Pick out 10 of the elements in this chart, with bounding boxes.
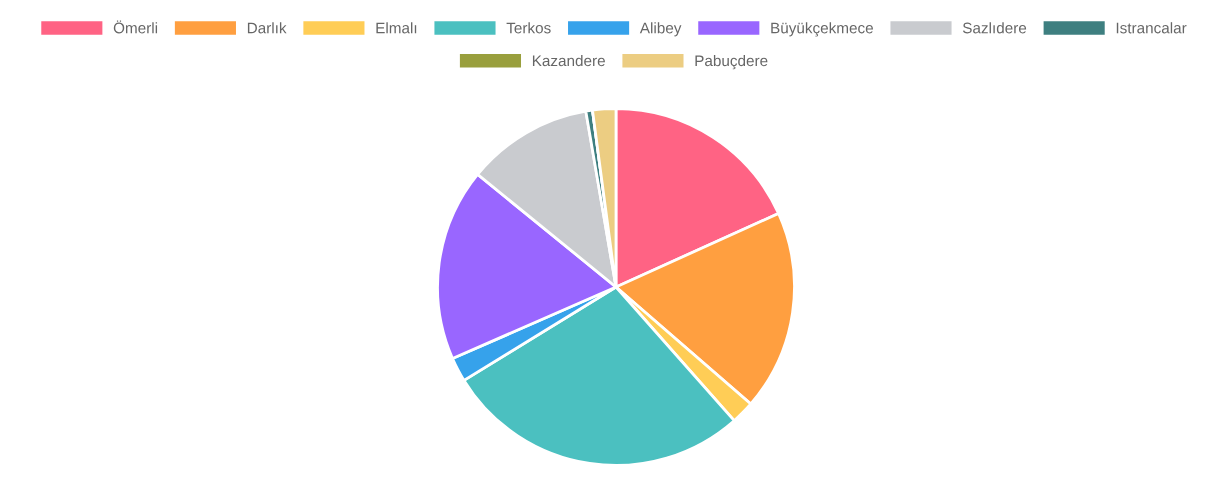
legend-label: Darlık	[247, 22, 287, 34]
legend-label: Ömerli	[113, 20, 158, 34]
legend-label: Alibey	[639, 22, 682, 37]
legend-label: Büyükçekmece	[771, 22, 873, 37]
legend-label: Kazandere	[532, 54, 605, 67]
legend-label: Elmalı	[376, 22, 417, 34]
legend-label: Istrancalar	[1116, 22, 1187, 34]
legend-label: Pabuçdere	[695, 54, 768, 70]
legend-label: Terkos	[506, 22, 551, 34]
legend-label: Sazlıdere	[962, 22, 1027, 34]
